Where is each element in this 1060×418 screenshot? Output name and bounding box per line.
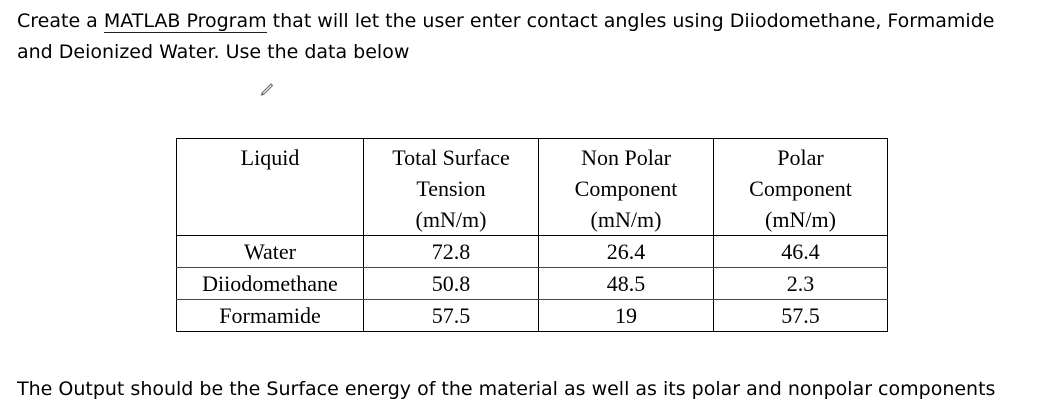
header-line: Non Polar	[581, 145, 671, 170]
table-cell: Water	[176, 235, 364, 268]
header-total-surface-tension: Total Surface Tension (mN/m)	[363, 138, 539, 236]
table-cell: 48.5	[538, 267, 714, 300]
table-row: Diiodomethane 50.8 48.5 2.3	[176, 267, 888, 300]
intro-paragraph: Create a MATLAB Program that will let th…	[17, 6, 1047, 68]
header-liquid: Liquid	[177, 139, 364, 236]
header-line: (mN/m)	[415, 207, 487, 232]
table-cell: 2.3	[713, 267, 888, 300]
header-line: Total Surface	[392, 145, 510, 170]
table-cell: 26.4	[538, 235, 714, 268]
table-cell: 50.8	[363, 267, 539, 300]
table-cell: 57.5	[713, 299, 888, 332]
header-line: Polar	[777, 145, 824, 170]
header-line: Liquid	[240, 145, 300, 170]
table-cell: 72.8	[363, 235, 539, 268]
pencil-icon	[260, 83, 274, 96]
outro-text: The Output should be the Surface energy …	[17, 378, 996, 400]
liquid-data-table: Liquid Total Surface Tension (mN/m) Non …	[176, 138, 888, 332]
header-line: Tension	[416, 176, 486, 201]
table-row: Formamide 57.5 19 57.5	[177, 299, 888, 332]
table-cell: 57.5	[363, 299, 539, 332]
intro-prefix: Create a	[17, 10, 104, 32]
intro-suffix: that will let the user enter contact ang…	[266, 10, 995, 32]
table-cell: Formamide	[219, 303, 321, 328]
table-cell: 46.4	[713, 235, 888, 268]
table-cell: Diiodomethane	[176, 267, 364, 300]
table-cell: 19	[538, 299, 714, 332]
intro-line2: and Deionized Water. Use the data below	[17, 41, 410, 63]
table-header-row: Liquid Total Surface Tension (mN/m) Non …	[176, 138, 888, 236]
header-line: Component	[749, 176, 852, 201]
header-polar-component: Polar Component (mN/m)	[713, 138, 888, 236]
header-line: Component	[574, 176, 678, 201]
header-line: (mN/m)	[765, 207, 836, 232]
intro-underlined-text: MATLAB Program	[103, 10, 267, 33]
header-line: (mN/m)	[590, 207, 662, 232]
table-row: Water 72.8 26.4 46.4	[176, 235, 888, 268]
header-non-polar-component: Non Polar Component (mN/m)	[538, 138, 714, 236]
